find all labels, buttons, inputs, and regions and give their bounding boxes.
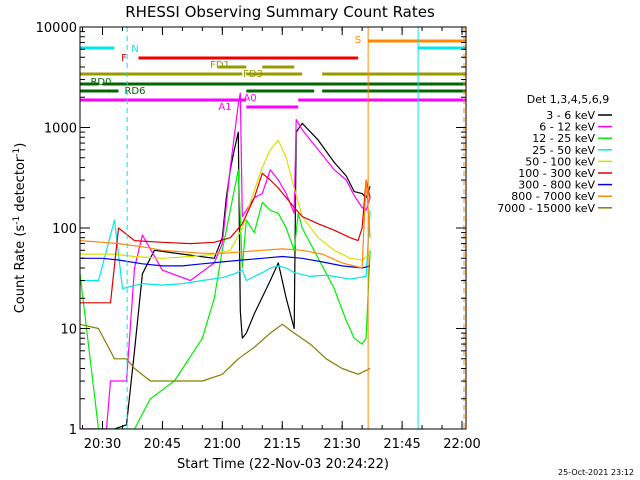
timestamp: 25-Oct-2021 23:12: [558, 468, 634, 477]
chart-title: RHESSI Observing Summary Count Rates: [125, 3, 435, 21]
flag-label: FD1: [210, 60, 230, 71]
y-tick-label: 10: [60, 323, 77, 338]
legend-header: Det 1,3,4,5,6,9: [527, 93, 610, 106]
flag-label: A1: [218, 102, 231, 113]
series-line: [80, 179, 371, 269]
legend-entry-label: 6 - 12 keV: [539, 121, 595, 134]
y-axis-label-exponent: -1: [12, 216, 22, 225]
legend-entry-label: 12 - 25 keV: [532, 132, 595, 145]
flag-label: FD3: [243, 69, 263, 80]
series-line: [80, 169, 371, 429]
x-tick-label: 21:30: [323, 437, 360, 452]
y-axis-label: Count Rate (s-1 detector-1): [12, 143, 28, 314]
legend-entry-label: 7000 - 15000 keV: [497, 202, 595, 215]
flag-bars: N S F FD1 FD3 RD0 RD6 A1 A0: [80, 35, 466, 113]
y-tick-label: 1000: [44, 122, 77, 137]
axis-ticks: 20:30 20:45 21:00 21:15 21:30 21:45 22:00 1 10 10…: [36, 21, 481, 452]
series-line: [80, 139, 371, 261]
y-axis-label-part: detector: [13, 156, 28, 216]
legend-entry-label: 100 - 300 keV: [518, 167, 595, 180]
y-axis-label-exponent: -1: [12, 148, 22, 157]
flag-label: S: [355, 35, 361, 46]
x-tick-label: 20:45: [144, 437, 181, 452]
series-line: [80, 255, 371, 269]
legend-entry-label: 300 - 800 keV: [518, 179, 595, 192]
legend-entry-label: 3 - 6 keV: [546, 109, 595, 122]
series-line: [80, 323, 371, 382]
legend-entry-label: 50 - 100 keV: [525, 155, 595, 168]
x-axis-label: Start Time (22-Nov-03 20:24:22): [177, 457, 389, 472]
y-tick-label: 1: [69, 423, 77, 438]
flag-label: N: [131, 44, 138, 55]
vertical-markers: [126, 27, 465, 429]
flag-label: RD0: [90, 77, 111, 88]
x-tick-label: 20:30: [84, 437, 121, 452]
series-line: [80, 172, 371, 304]
legend-entry-label: 800 - 7000 keV: [511, 190, 595, 203]
series-lines: [80, 92, 371, 429]
flag-label: A0: [243, 93, 256, 104]
x-tick-label: 21:00: [204, 437, 241, 452]
series-line: [80, 210, 371, 290]
series-line: [80, 122, 371, 429]
y-tick-label: 10000: [36, 21, 77, 36]
flag-label: RD6: [124, 86, 145, 97]
x-tick-label: 21:15: [264, 437, 301, 452]
flag-label: F: [121, 53, 127, 64]
x-tick-label: 22:00: [443, 437, 480, 452]
y-axis-label-part: Count Rate (s: [13, 225, 28, 314]
y-axis-label-part: ): [13, 143, 28, 148]
legend-entry-label: 25 - 50 keV: [532, 144, 595, 157]
x-tick-label: 21:45: [383, 437, 420, 452]
y-tick-label: 100: [52, 222, 77, 237]
